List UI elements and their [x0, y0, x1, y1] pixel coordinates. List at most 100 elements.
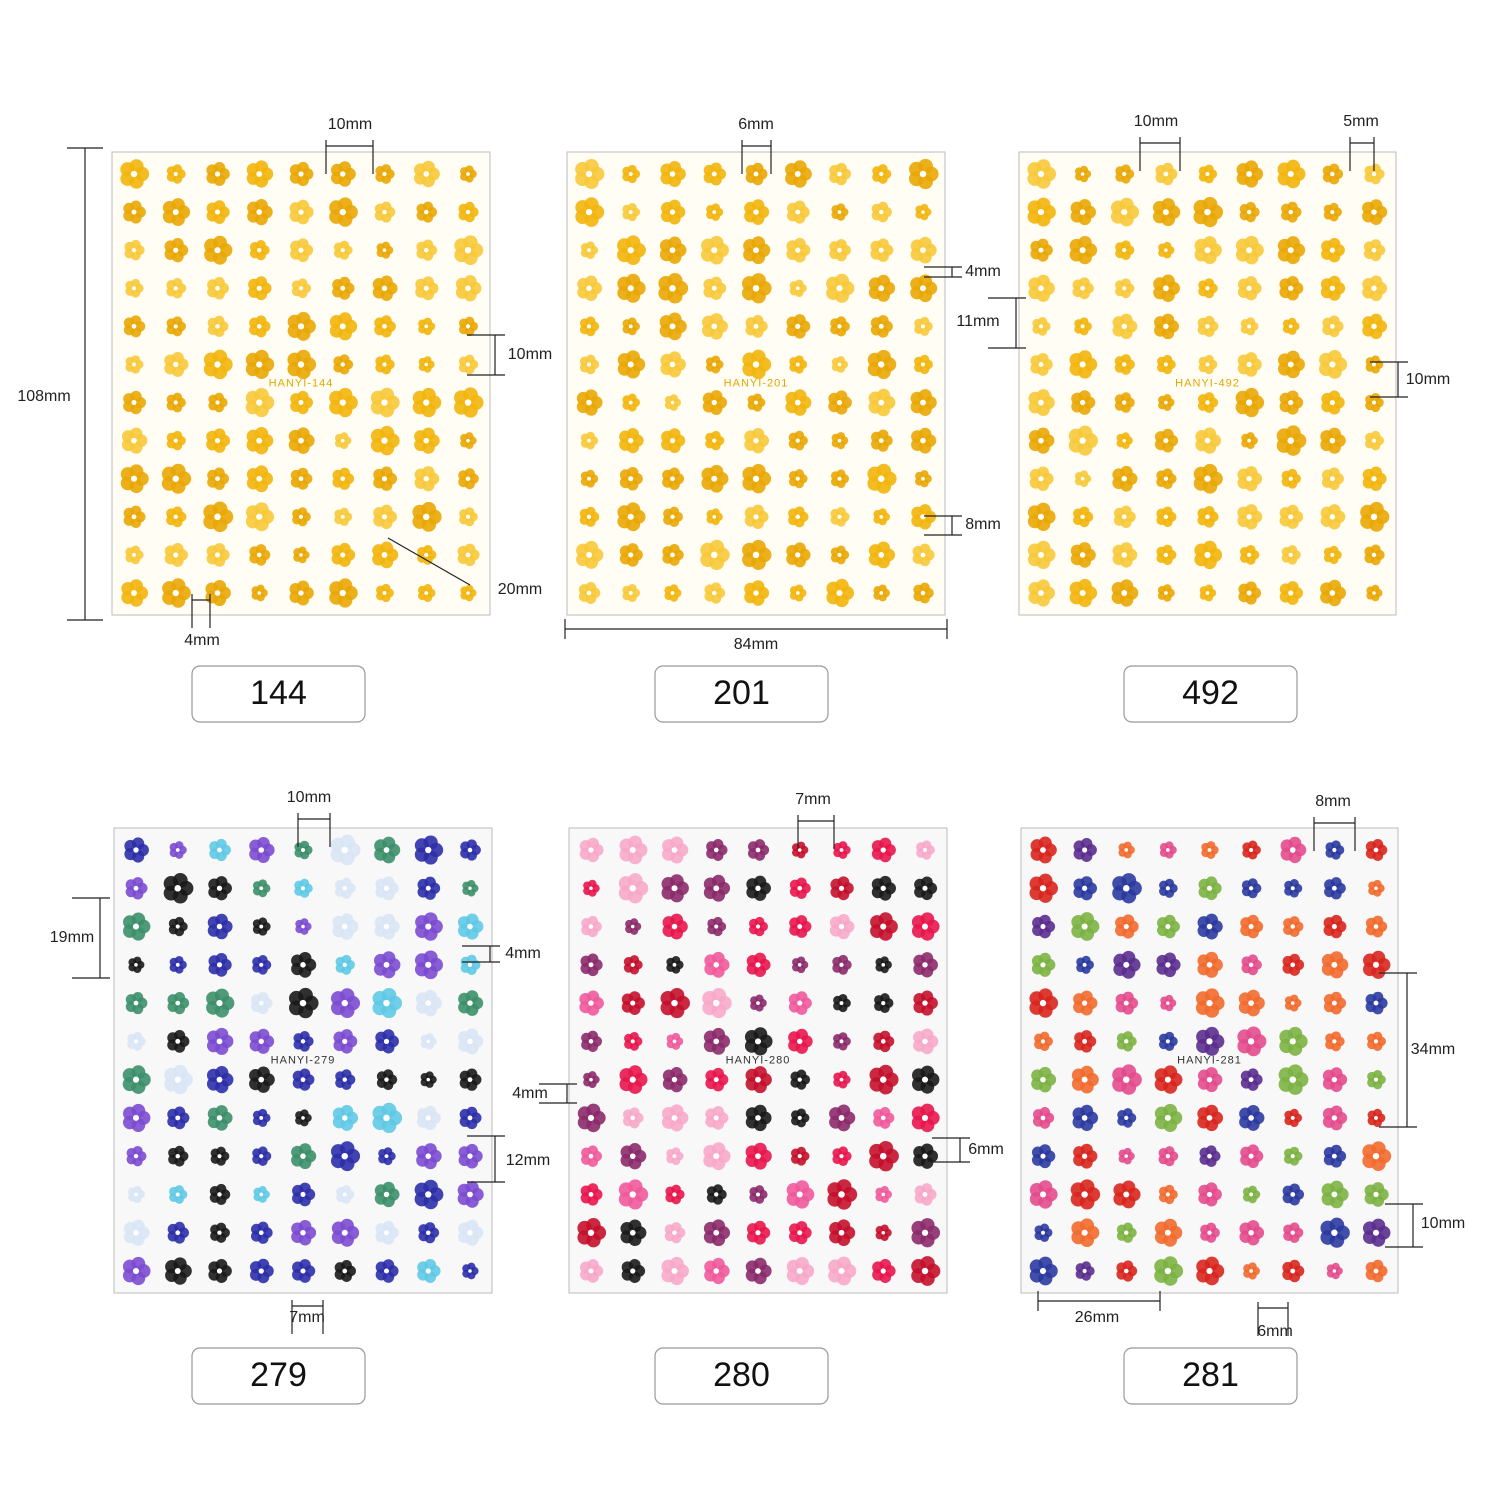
petal: [1038, 1066, 1052, 1080]
petal: [299, 840, 310, 850]
petal: [338, 312, 352, 327]
petal: [1163, 1103, 1178, 1118]
petal: [628, 991, 641, 1003]
petal: [1373, 879, 1382, 889]
flower-center: [174, 1076, 181, 1083]
flower-center: [384, 1154, 389, 1159]
flower-center: [797, 1038, 803, 1045]
petal: [465, 990, 479, 1003]
flower-center: [670, 514, 675, 520]
petal: [1329, 545, 1339, 555]
flower-center: [587, 1114, 595, 1121]
flower-center: [173, 552, 179, 558]
flower-center: [1290, 924, 1295, 929]
petal: [1123, 841, 1132, 850]
petal: [382, 1259, 395, 1271]
flower-center: [1038, 285, 1044, 292]
sheet-background: [566, 151, 946, 616]
petal: [1286, 236, 1300, 250]
flower-center: [1331, 961, 1338, 968]
flower-center: [753, 437, 759, 444]
flower-center: [467, 1153, 473, 1159]
dimension-label: 20mm: [498, 581, 542, 598]
petal: [876, 388, 891, 403]
petal: [1248, 1262, 1257, 1271]
flower-center: [1248, 1230, 1254, 1236]
petal: [1288, 1026, 1303, 1042]
flower-center: [588, 962, 594, 968]
petal: [668, 351, 682, 365]
petal: [796, 1146, 806, 1156]
flower-center: [256, 171, 263, 177]
petal: [1289, 1108, 1299, 1118]
petal: [467, 1262, 476, 1271]
flower-center: [1204, 475, 1211, 482]
flower-center: [1205, 400, 1210, 405]
petal: [1163, 1218, 1178, 1233]
petal: [423, 584, 433, 593]
flower-center: [839, 1154, 844, 1159]
petal: [466, 954, 477, 965]
petal: [920, 1028, 934, 1042]
sticker-sheet: HANYI-279: [113, 827, 493, 1294]
flower-center: [1079, 437, 1086, 444]
flower-center: [1206, 999, 1213, 1007]
petal: [1246, 1026, 1261, 1042]
petal: [626, 428, 639, 441]
flower-center: [423, 209, 429, 215]
petal: [1289, 1222, 1300, 1233]
petal: [1164, 1184, 1175, 1195]
flower-center: [173, 324, 178, 329]
flower-center: [300, 1039, 306, 1044]
petal: [215, 1027, 229, 1042]
petal: [797, 841, 806, 850]
petal: [670, 836, 684, 850]
petal: [751, 539, 766, 555]
petal: [878, 164, 888, 174]
petal: [629, 955, 640, 965]
petal: [131, 355, 141, 365]
flower-center: [838, 923, 845, 930]
flower-center: [627, 361, 634, 368]
flower-center: [1331, 1115, 1338, 1121]
flower-center: [753, 323, 759, 329]
petal: [877, 429, 889, 441]
flower-center: [1037, 170, 1045, 178]
flower-center: [1290, 1268, 1296, 1274]
flower-center: [173, 514, 178, 520]
flower-center: [714, 1192, 719, 1197]
flower-center: [1288, 324, 1293, 329]
flower-center: [672, 962, 677, 967]
petal: [752, 315, 764, 327]
petal: [129, 427, 143, 441]
flower-center: [588, 847, 594, 853]
petal: [878, 912, 893, 927]
petal: [668, 428, 681, 441]
flower-center: [173, 438, 178, 443]
petal: [836, 545, 846, 555]
petal: [1161, 274, 1175, 288]
flower-center: [1330, 210, 1335, 215]
flower-center: [797, 1077, 802, 1082]
flower-center: [921, 476, 925, 481]
flower-center: [837, 514, 842, 519]
petal: [1080, 876, 1093, 889]
flower-center: [381, 399, 388, 406]
flower-center: [1039, 885, 1047, 892]
petal: [379, 425, 395, 441]
petal: [174, 1145, 185, 1156]
flower-center: [1165, 1154, 1171, 1159]
flower-center: [1081, 1191, 1088, 1198]
petal: [1119, 579, 1134, 593]
petal: [1164, 878, 1175, 889]
flower-center: [301, 924, 305, 929]
flower-center: [174, 1268, 181, 1274]
petal: [837, 913, 850, 927]
petal: [1248, 840, 1258, 850]
petal: [424, 1222, 436, 1233]
flower-center: [423, 399, 430, 406]
petal: [1370, 393, 1381, 403]
flower-center: [383, 1038, 390, 1044]
flower-center: [424, 324, 429, 329]
flower-center: [1164, 1267, 1172, 1275]
